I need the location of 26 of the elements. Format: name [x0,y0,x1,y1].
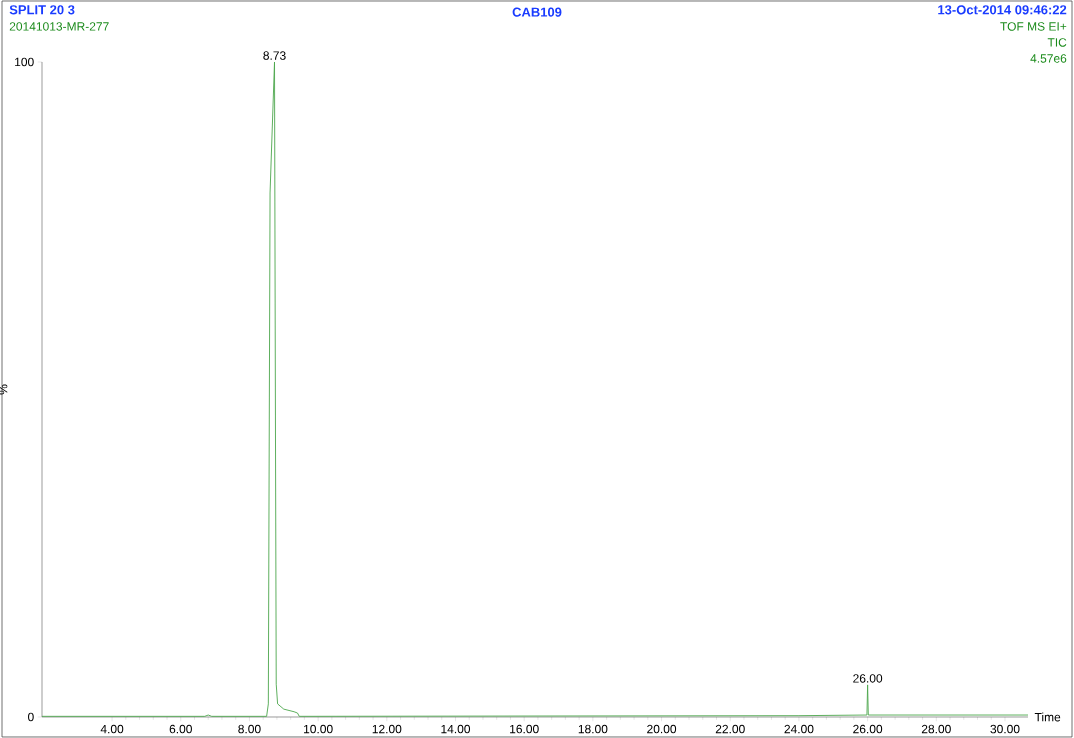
x-tick-label: 26.00 [853,724,883,734]
x-tick-label: 30.00 [990,724,1020,734]
annotation: 26.00 [853,674,883,683]
annotation: 8.73 [263,51,286,60]
x-axis-title: Time [1034,712,1061,722]
text: 13-Oct-2014 09:46:22 [938,5,1067,15]
text: 20141013-MR-277 [9,22,109,31]
x-tick-label: 10.00 [304,724,333,734]
x-tick-label: 12.00 [372,724,402,734]
x-tick-label: 28.00 [921,724,951,734]
x-tick-label: 16.00 [510,724,539,734]
text: TOF MS EI+ [1000,22,1067,31]
text: TIC [1047,38,1067,47]
x-tick-label: 8.00 [238,724,261,734]
text: SPLIT 20 3 [9,5,75,15]
text: 4.57e6 [1030,54,1067,63]
x-tick-label: 4.00 [100,724,124,734]
y-tick-label: 0 [28,712,34,722]
x-tick-label: 6.00 [169,724,192,734]
x-tick-label: 22.00 [715,724,745,734]
x-tick-label: 24.00 [784,724,814,734]
chart-title: CAB109 [512,7,562,17]
x-tick-label: 18.00 [578,724,608,734]
y-tick-label: 100 [15,57,34,67]
x-tick-label: 20.00 [647,724,677,734]
x-tick-label: 14.00 [441,724,471,734]
